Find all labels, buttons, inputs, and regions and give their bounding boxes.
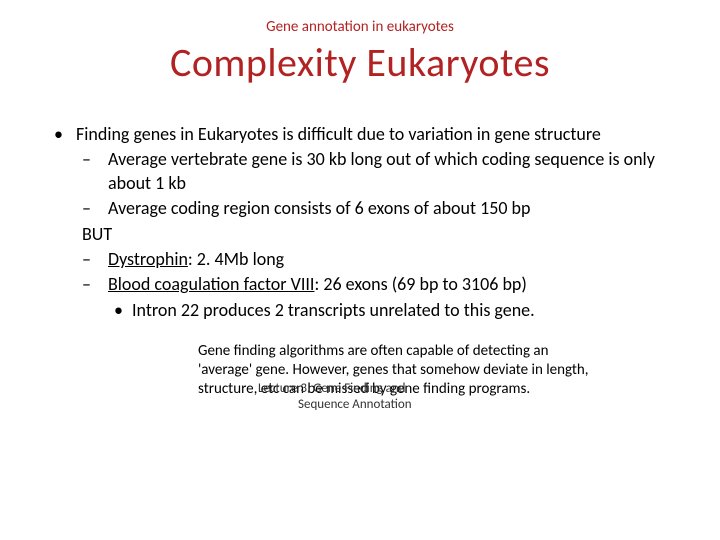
bullet-text: Finding genes in Eukaryotes is difficult…	[76, 123, 601, 146]
bullet-level2: – Average coding region consists of 6 ex…	[82, 197, 692, 220]
bullet-marker: –	[82, 197, 108, 220]
level3-group: • Intron 22 produces 2 transcripts unrel…	[48, 299, 692, 322]
bullet-marker: –	[82, 248, 108, 271]
bullet-level1: • Finding genes in Eukaryotes is difficu…	[48, 123, 692, 146]
bullet-marker: •	[110, 299, 132, 322]
bullet-tail: : 26 exons (69 bp to 3106 bp)	[314, 273, 526, 295]
slide-footer: Lecture 3. Gene Finding and Sequence Ann…	[198, 381, 598, 412]
bullet-level2: – Blood coagulation factor VIII: 26 exon…	[82, 273, 692, 296]
bullet-marker: –	[82, 148, 108, 195]
slide-title: Complexity Eukaryotes	[28, 38, 692, 87]
bullet-text: Blood coagulation factor VIII: 26 exons …	[108, 273, 527, 296]
bullet-text: Average coding region consists of 6 exon…	[108, 197, 530, 220]
content-body: • Finding genes in Eukaryotes is difficu…	[28, 123, 692, 322]
level2-group: – Average vertebrate gene is 30 kb long …	[48, 148, 692, 220]
bullet-level3: • Intron 22 produces 2 transcripts unrel…	[110, 299, 692, 322]
underlined-term: Blood coagulation factor VIII	[108, 273, 314, 295]
footer-line: Lecture 3. Gene Finding and	[198, 381, 598, 397]
footer-line: Sequence Annotation	[198, 397, 598, 413]
bullet-marker: –	[82, 273, 108, 296]
bullet-text: Average vertebrate gene is 30 kb long ou…	[108, 148, 692, 195]
bullet-text: Dystrophin: 2. 4Mb long	[108, 248, 284, 271]
level2-group: – Dystrophin: 2. 4Mb long – Blood coagul…	[48, 248, 692, 297]
but-line: BUT	[48, 223, 692, 246]
bullet-text: Intron 22 produces 2 transcripts unrelat…	[132, 299, 535, 322]
slide-container: Gene annotation in eukaryotes Complexity…	[0, 0, 720, 540]
bullet-level2: – Average vertebrate gene is 30 kb long …	[82, 148, 692, 195]
slide-subheader: Gene annotation in eukaryotes	[28, 18, 692, 36]
underlined-term: Dystrophin	[108, 248, 188, 270]
bullet-level2: – Dystrophin: 2. 4Mb long	[82, 248, 692, 271]
bullet-marker: •	[48, 123, 76, 146]
bullet-tail: : 2. 4Mb long	[188, 248, 284, 270]
